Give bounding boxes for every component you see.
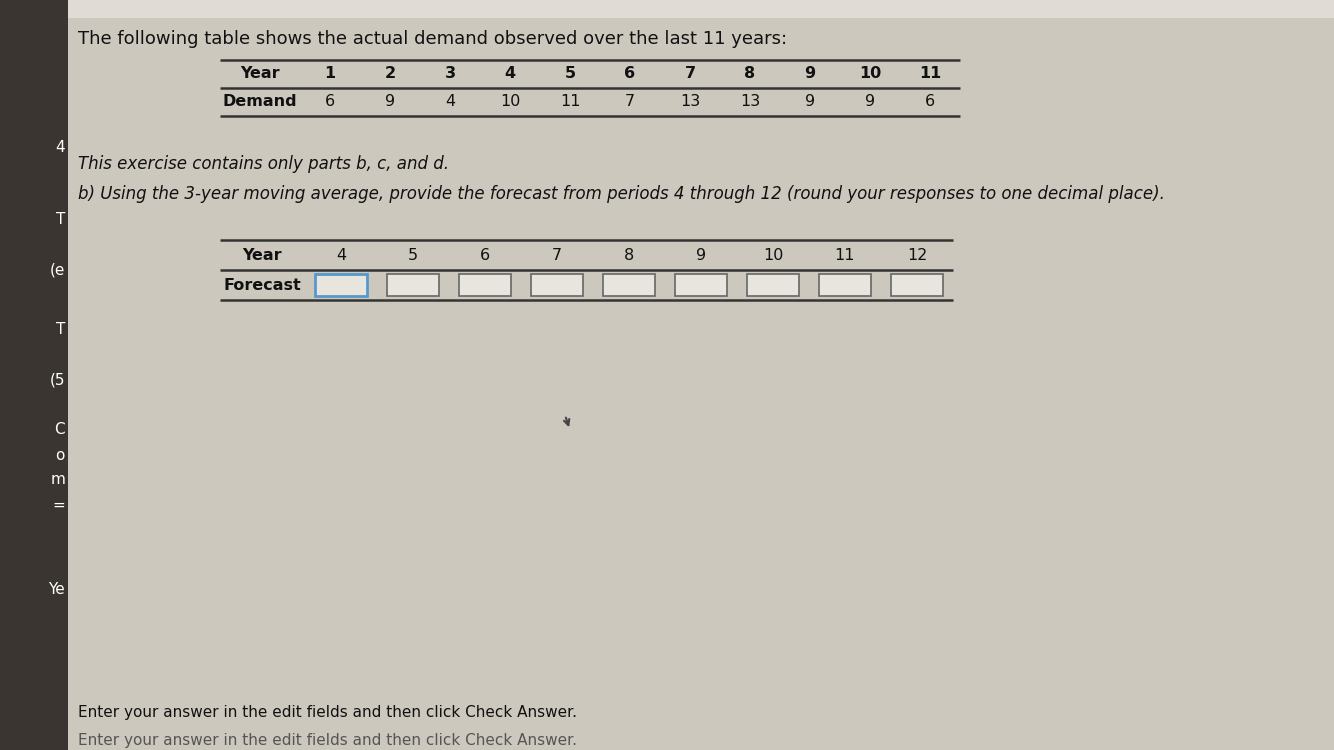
Text: 6: 6 [924,94,935,110]
Text: 9: 9 [386,94,395,110]
Text: (e: (e [49,262,65,278]
Text: 11: 11 [560,94,580,110]
Text: Enter your answer in the edit fields and then click Check Answer.: Enter your answer in the edit fields and… [77,705,578,720]
Bar [603,274,655,296]
Text: 11: 11 [835,248,855,262]
Text: 13: 13 [740,94,760,110]
Text: 5: 5 [408,248,418,262]
Text: Demand: Demand [223,94,297,110]
Text: Forecast: Forecast [224,278,301,292]
Text: 1: 1 [324,67,336,82]
Text: 9: 9 [864,94,875,110]
Text: m: m [51,472,65,488]
Text: 10: 10 [859,67,882,82]
Bar [459,274,511,296]
Text: (5: (5 [49,373,65,388]
Bar [891,274,943,296]
Text: 10: 10 [763,248,783,262]
Text: 10: 10 [500,94,520,110]
Text: 5: 5 [564,67,575,82]
Text: Year: Year [243,248,283,262]
Text: 9: 9 [696,248,706,262]
Bar [747,274,799,296]
Text: 6: 6 [480,248,490,262]
Text: The following table shows the actual demand observed over the last 11 years:: The following table shows the actual dem… [77,30,787,48]
Text: 8: 8 [624,248,634,262]
Text: 13: 13 [680,94,700,110]
Bar [315,274,367,296]
Bar [675,274,727,296]
Text: 2: 2 [384,67,396,82]
Text: Enter your answer in the edit fields and then click Check Answer.: Enter your answer in the edit fields and… [77,733,578,748]
Text: This exercise contains only parts b, c, and d.: This exercise contains only parts b, c, … [77,155,450,173]
Text: 12: 12 [907,248,927,262]
Bar [531,274,583,296]
Text: b) Using the 3-year moving average, provide the forecast from periods 4 through : b) Using the 3-year moving average, prov… [77,185,1165,203]
Text: T: T [56,322,65,338]
Text: 7: 7 [684,67,695,82]
Text: T: T [56,212,65,227]
Bar [0,0,1334,18]
Text: 8: 8 [744,67,755,82]
Text: 4: 4 [446,94,455,110]
Text: 4: 4 [504,67,515,82]
Text: 7: 7 [624,94,635,110]
Text: 7: 7 [552,248,562,262]
Text: 6: 6 [624,67,635,82]
Bar [819,274,871,296]
Text: C: C [55,422,65,437]
Text: Ye: Ye [48,583,65,598]
Text: Year: Year [240,67,280,82]
Text: 6: 6 [325,94,335,110]
Text: 9: 9 [804,67,815,82]
Text: 9: 9 [804,94,815,110]
Text: 11: 11 [919,67,940,82]
Text: 4: 4 [56,140,65,155]
Text: o: o [56,448,65,463]
Text: 4: 4 [336,248,346,262]
Text: 3: 3 [444,67,456,82]
Bar [387,274,439,296]
Text: =: = [52,497,65,512]
Bar [0,0,68,750]
